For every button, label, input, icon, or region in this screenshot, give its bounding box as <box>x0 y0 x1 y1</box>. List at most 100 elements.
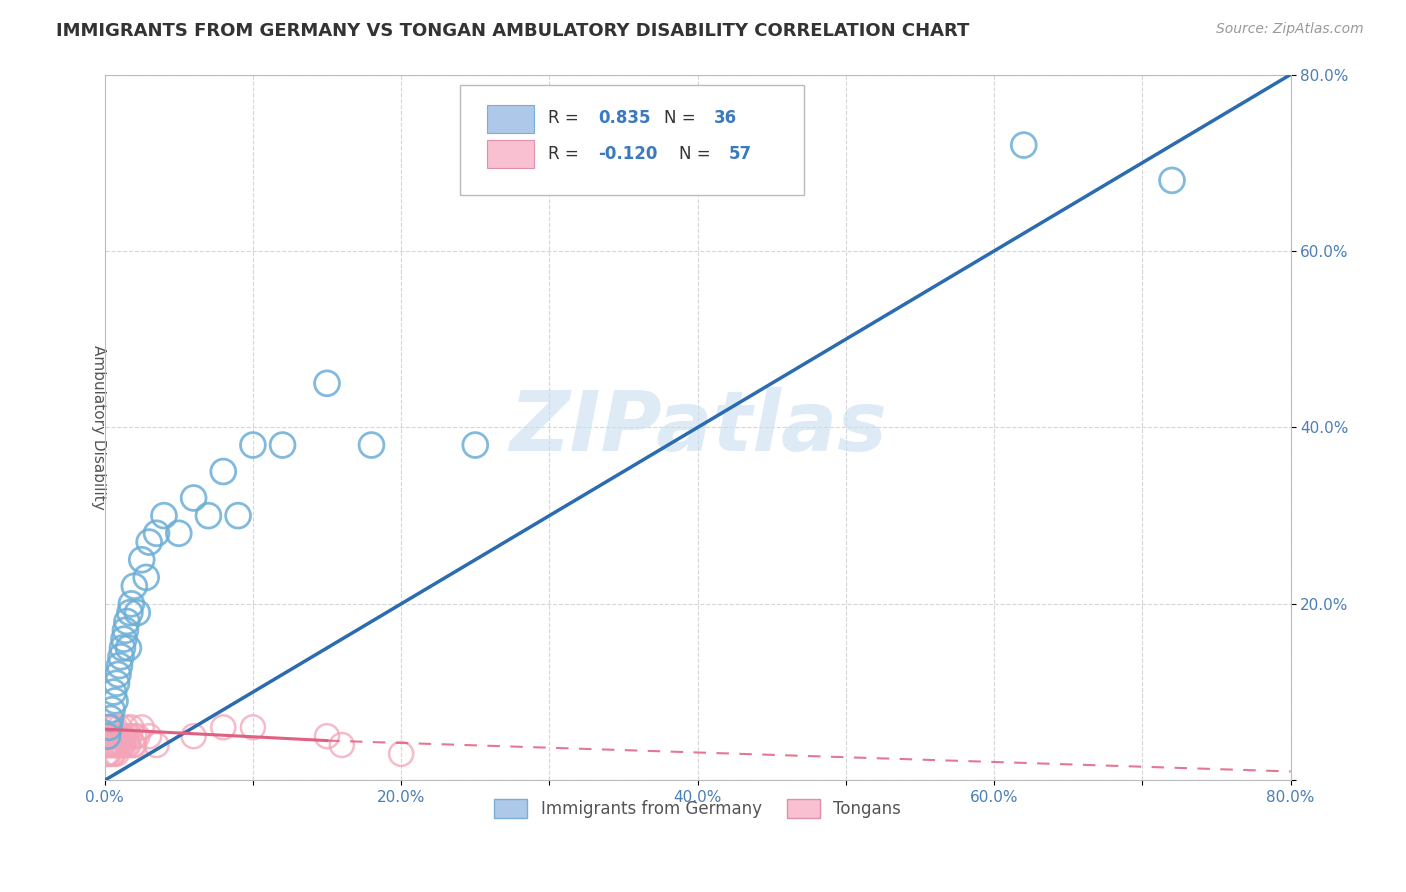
Text: N =: N = <box>665 110 702 128</box>
Point <box>98 729 121 743</box>
Point <box>96 747 118 761</box>
Point <box>1012 138 1035 153</box>
Point <box>107 667 129 681</box>
Point <box>100 712 122 726</box>
Text: 57: 57 <box>728 145 752 162</box>
Point <box>100 720 122 734</box>
Point <box>111 738 134 752</box>
Point <box>183 491 205 505</box>
Point <box>108 720 131 734</box>
Point <box>103 738 125 752</box>
Text: 0.835: 0.835 <box>598 110 651 128</box>
Point <box>118 729 141 743</box>
Point <box>101 703 124 717</box>
Point <box>103 685 125 699</box>
Point <box>110 649 132 664</box>
Point <box>121 738 143 752</box>
Point <box>120 720 142 734</box>
Point <box>135 570 157 584</box>
Point <box>104 738 127 752</box>
Point <box>96 738 118 752</box>
Y-axis label: Ambulatory Disability: Ambulatory Disability <box>91 345 105 510</box>
Point <box>101 747 124 761</box>
Point <box>112 738 135 752</box>
Point <box>105 747 128 761</box>
Point <box>112 729 135 743</box>
Point <box>197 508 219 523</box>
Text: -0.120: -0.120 <box>598 145 658 162</box>
Text: R =: R = <box>548 145 585 162</box>
Point <box>124 579 146 593</box>
Point <box>120 597 142 611</box>
Point <box>127 729 149 743</box>
FancyBboxPatch shape <box>486 140 534 169</box>
Point <box>100 729 122 743</box>
Point <box>107 738 129 752</box>
Point <box>316 376 339 391</box>
Point <box>131 720 153 734</box>
Point <box>124 729 146 743</box>
Point <box>138 729 160 743</box>
Point <box>112 632 135 647</box>
Text: R =: R = <box>548 110 585 128</box>
Point <box>97 729 120 743</box>
Point <box>101 720 124 734</box>
Point <box>108 729 131 743</box>
Point <box>104 729 127 743</box>
Point <box>98 738 121 752</box>
Point <box>97 729 120 743</box>
Point <box>97 720 120 734</box>
Point <box>464 438 486 452</box>
Point <box>127 606 149 620</box>
Legend: Immigrants from Germany, Tongans: Immigrants from Germany, Tongans <box>488 792 908 825</box>
Point <box>97 738 120 752</box>
Point <box>114 624 136 638</box>
Point <box>145 738 167 752</box>
Point <box>271 438 294 452</box>
Point <box>108 658 131 673</box>
Point <box>103 747 125 761</box>
Point <box>115 729 138 743</box>
Point <box>101 729 124 743</box>
Point <box>97 747 120 761</box>
Point <box>98 720 121 734</box>
Point <box>101 738 124 752</box>
FancyBboxPatch shape <box>460 85 804 194</box>
Point <box>124 738 146 752</box>
Text: Source: ZipAtlas.com: Source: ZipAtlas.com <box>1216 22 1364 37</box>
Text: ZIPatlas: ZIPatlas <box>509 387 887 468</box>
Point <box>96 729 118 743</box>
Point <box>316 729 339 743</box>
Point <box>226 508 249 523</box>
Point <box>138 535 160 549</box>
Text: N =: N = <box>679 145 716 162</box>
Point <box>110 729 132 743</box>
Point <box>108 738 131 752</box>
Point <box>105 676 128 690</box>
Point <box>115 738 138 752</box>
Point <box>98 747 121 761</box>
Point <box>1161 173 1184 187</box>
Point <box>212 720 235 734</box>
Point <box>104 694 127 708</box>
Point <box>389 747 412 761</box>
Point <box>118 606 141 620</box>
Point <box>98 720 121 734</box>
Point <box>153 508 176 523</box>
Point <box>242 720 264 734</box>
Point <box>114 720 136 734</box>
Point <box>117 738 139 752</box>
Point <box>330 738 353 752</box>
Point <box>100 738 122 752</box>
Point <box>145 526 167 541</box>
Point <box>107 729 129 743</box>
Point <box>105 729 128 743</box>
Point <box>105 738 128 752</box>
Text: 36: 36 <box>714 110 737 128</box>
Point <box>104 720 127 734</box>
Point <box>212 465 235 479</box>
Text: IMMIGRANTS FROM GERMANY VS TONGAN AMBULATORY DISABILITY CORRELATION CHART: IMMIGRANTS FROM GERMANY VS TONGAN AMBULA… <box>56 22 970 40</box>
Point <box>242 438 264 452</box>
Point <box>111 729 134 743</box>
Point <box>131 553 153 567</box>
